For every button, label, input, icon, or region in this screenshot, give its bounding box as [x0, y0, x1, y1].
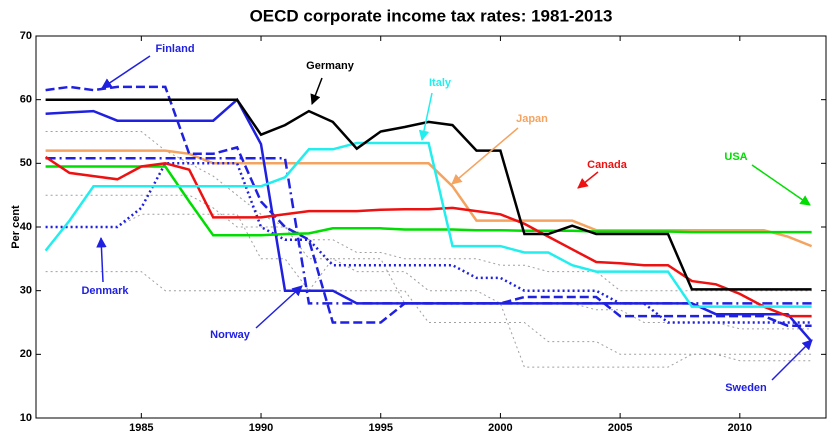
- x-tick-label: 2010: [728, 422, 752, 433]
- y-axis-label: Per cent: [10, 205, 22, 249]
- y-tick-label: 50: [20, 157, 32, 169]
- series-label: Sweden: [725, 382, 767, 394]
- x-tick-label: 1995: [368, 422, 392, 433]
- series-label: Norway: [210, 329, 251, 341]
- annotation-arrow: [751, 164, 811, 206]
- y-tick-label: 70: [20, 30, 32, 42]
- series-label: Germany: [306, 60, 355, 72]
- series-line: [45, 97, 813, 343]
- series-label: USA: [724, 151, 747, 163]
- background-line: [45, 131, 812, 292]
- background-line: [45, 258, 812, 368]
- annotation-arrow: [101, 55, 151, 89]
- x-tick-label: 1990: [249, 422, 273, 433]
- annotation-arrow: [577, 171, 599, 189]
- y-tick-label: 40: [20, 221, 32, 233]
- annotation-arrow: [451, 127, 519, 185]
- series-line: [44, 155, 812, 318]
- series-line: [45, 162, 812, 324]
- annotation-arrow: [96, 236, 107, 283]
- background-line: [45, 194, 812, 330]
- y-tick-label: 10: [20, 412, 32, 424]
- annotation-arrow: [771, 339, 813, 381]
- series-line: [44, 141, 812, 308]
- x-tick-label: 2005: [608, 422, 632, 433]
- x-tick-label: 2000: [488, 422, 512, 433]
- annotation-arrow: [418, 92, 433, 142]
- annotation-arrow: [310, 77, 323, 105]
- y-tick-label: 30: [20, 285, 32, 297]
- y-tick-label: 20: [20, 348, 32, 360]
- series-label: Denmark: [81, 285, 129, 297]
- x-tick-label: 1985: [129, 422, 153, 433]
- series-line: [45, 98, 812, 291]
- series-label: Canada: [587, 159, 628, 171]
- background-line: [45, 213, 812, 362]
- series-label: Finland: [155, 43, 194, 55]
- series-line: [45, 165, 812, 237]
- annotation-arrow: [255, 285, 303, 329]
- y-tick-label: 60: [20, 94, 32, 106]
- series-label: Japan: [516, 113, 548, 125]
- series-label: Italy: [429, 77, 452, 89]
- chart-title: OECD corporate income tax rates: 1981-20…: [250, 6, 613, 25]
- plot-frame: [35, 35, 827, 419]
- series-line: [45, 149, 813, 248]
